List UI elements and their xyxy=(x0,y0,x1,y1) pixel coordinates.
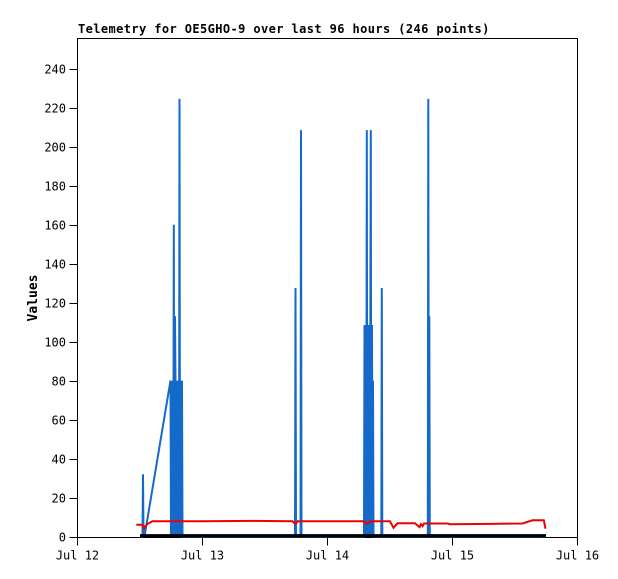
y-tick-label: 0 xyxy=(59,531,66,545)
series-channel-red-line xyxy=(136,519,547,531)
x-tick-label: Jul 12 xyxy=(56,549,99,563)
y-tick-label: 40 xyxy=(52,453,66,467)
y-tick-label: 180 xyxy=(44,180,66,194)
y-tick-label: 60 xyxy=(52,414,66,428)
chart-title: Telemetry for OE5GHO-9 over last 96 hour… xyxy=(78,22,490,36)
y-tick-label: 80 xyxy=(52,375,66,389)
y-tick-label: 160 xyxy=(44,219,66,233)
x-tick-label: Jul 15 xyxy=(431,549,474,563)
x-tick-label: Jul 13 xyxy=(181,549,224,563)
y-tick-label: 140 xyxy=(44,258,66,272)
y-tick-label: 220 xyxy=(44,102,66,116)
y-tick-label: 200 xyxy=(44,141,66,155)
y-axis-label: Values xyxy=(26,275,41,322)
x-tick-label: Jul 16 xyxy=(556,549,599,563)
x-tick-label: Jul 14 xyxy=(306,549,349,563)
plot-border xyxy=(77,38,578,538)
series-channel-blue-line xyxy=(140,98,546,538)
y-tick-label: 100 xyxy=(44,336,66,350)
y-tick-label: 120 xyxy=(44,297,66,311)
y-tick-label: 20 xyxy=(52,492,66,506)
y-tick-label: 240 xyxy=(44,63,66,77)
